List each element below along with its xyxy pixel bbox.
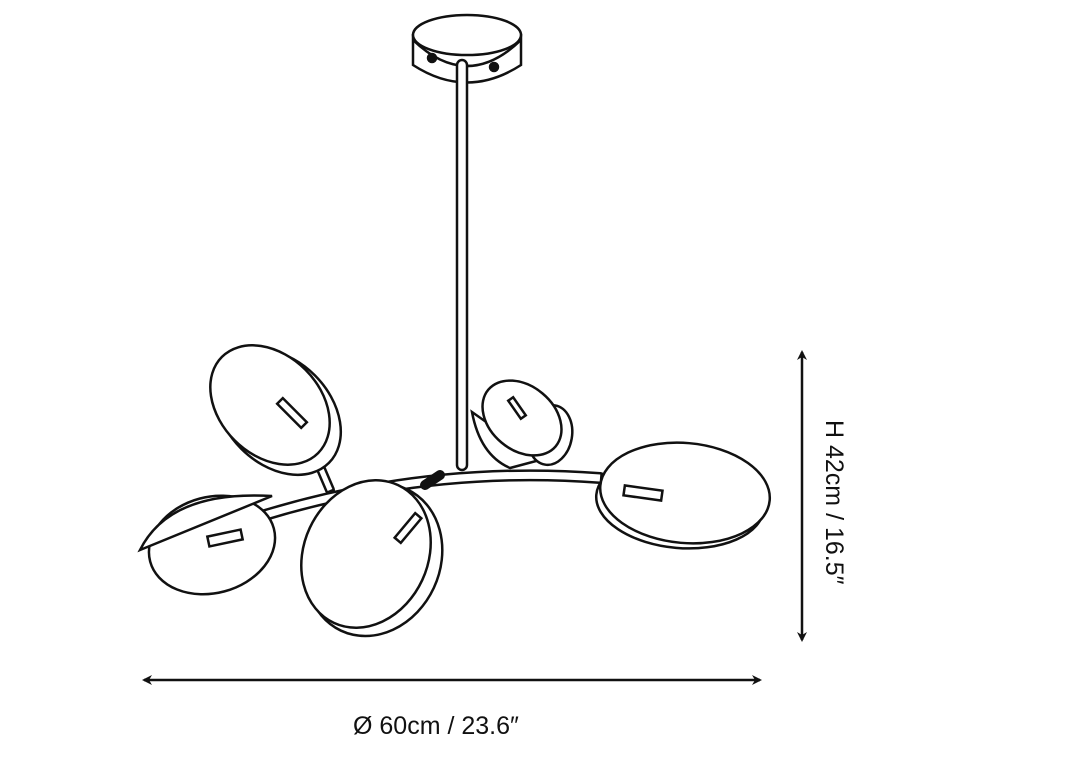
height-dimension-label: H 42cm / 16.5″ [820, 420, 848, 585]
suspension-rod [455, 58, 469, 472]
ceiling-canopy [411, 13, 523, 84]
lamp-shade-center [300, 479, 444, 638]
width-dimension-label: Ø 60cm / 23.6″ [353, 712, 519, 740]
lamp-shade-top-left [209, 344, 343, 477]
lamp-shade-left [137, 494, 277, 596]
lamp-shade-back [470, 379, 574, 470]
lamp-shade-right [594, 441, 772, 550]
